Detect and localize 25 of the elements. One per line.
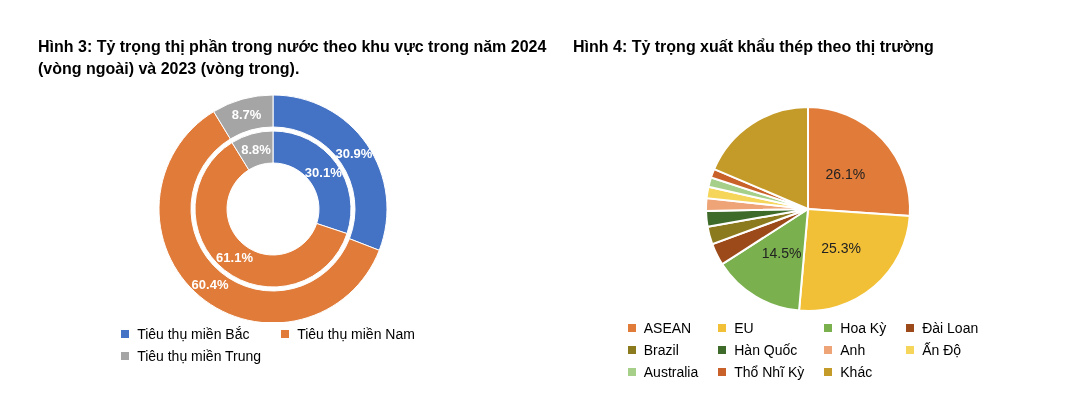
legend-label: Đài Loan (922, 320, 979, 336)
data-label: 30.1% (304, 165, 343, 181)
data-label: 8.7% (231, 107, 262, 123)
chart-title: Hình 3: Tỷ trọng thị phần trong nước theo khu vực trong năm 2024 (vòng ngoài) và 2023 (vòng trong). (37, 37, 548, 79)
legend-label: Tiêu thụ miền Trung (137, 348, 262, 364)
legend-label: Ấn Độ (922, 342, 962, 358)
data-label: 30.9% (335, 146, 373, 162)
legend-label: Brazil (643, 342, 679, 358)
legend-label: Tiêu thụ miền Bắc (137, 326, 250, 342)
data-label: 8.8% (241, 141, 272, 157)
data-label: 25.3% (821, 239, 861, 256)
legend-label: Thổ Nhĩ Kỳ (734, 364, 805, 380)
legend-label: Australia (643, 364, 699, 380)
data-label: 26.1% (825, 166, 866, 183)
legend-label: EU (734, 320, 754, 336)
legend-label: Khác (840, 364, 873, 380)
chart-title: Hình 4: Tỷ trọng xuất khẩu thép theo thị trường (573, 38, 934, 55)
legend-label: Tiêu thụ miền Nam (297, 326, 415, 342)
legend-label: Anh (840, 342, 866, 358)
data-label: 60.4% (191, 276, 229, 292)
legend-label: Hoa Kỳ (840, 320, 887, 336)
legend-label: ASEAN (643, 320, 692, 336)
data-label: 14.5% (761, 244, 802, 261)
legend-label: Hàn Quốc (734, 342, 798, 358)
data-label: 61.1% (216, 250, 254, 266)
